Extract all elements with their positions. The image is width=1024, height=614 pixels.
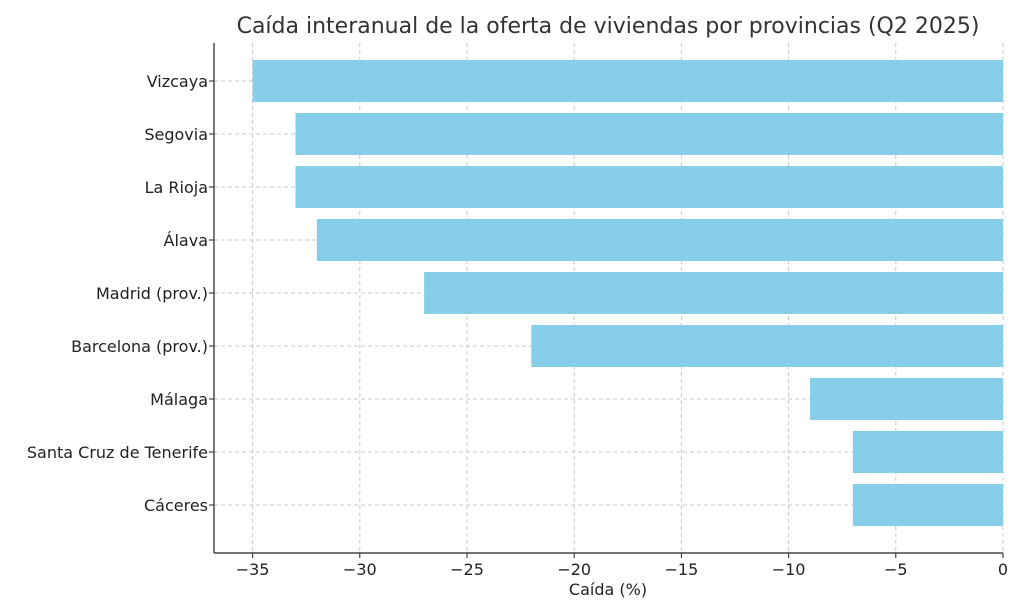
x-tick-label: −15	[665, 560, 699, 579]
y-tick-label: Santa Cruz de Tenerife	[27, 443, 208, 462]
x-tick-label: −10	[772, 560, 806, 579]
bars	[252, 60, 1003, 526]
x-tick-label: −5	[884, 560, 908, 579]
x-tick-label: −30	[343, 560, 377, 579]
x-tick-label: 0	[998, 560, 1008, 579]
bar-2	[295, 166, 1003, 208]
bar-0	[252, 60, 1003, 102]
bar-6	[810, 378, 1003, 420]
y-tick-label: Álava	[164, 231, 208, 250]
y-tick-label: Vizcaya	[147, 72, 208, 91]
axes: −35 −30 −25 −20 −15 −10 −5 0 Vizcaya Segovia La Ri…	[27, 43, 1008, 579]
bar-1	[295, 113, 1003, 155]
x-axis-label: Caída (%)	[569, 580, 647, 599]
bar-7	[852, 431, 1003, 473]
y-tick-label: Madrid (prov.)	[96, 284, 208, 303]
y-tick-label: La Rioja	[145, 178, 208, 197]
y-tick-label: Cáceres	[144, 496, 208, 515]
y-tick-label: Segovia	[144, 125, 208, 144]
x-tick-label: −20	[557, 560, 591, 579]
chart-title: Caída interanual de la oferta de viviend…	[237, 14, 980, 39]
bar-5	[531, 325, 1003, 367]
y-tick-label: Málaga	[150, 390, 208, 409]
y-tick-label: Barcelona (prov.)	[71, 337, 208, 356]
bar-8	[852, 484, 1003, 526]
x-tick-label: −25	[450, 560, 484, 579]
bar-3	[316, 219, 1003, 261]
bar-4	[424, 272, 1003, 314]
x-tick-label: −35	[236, 560, 270, 579]
